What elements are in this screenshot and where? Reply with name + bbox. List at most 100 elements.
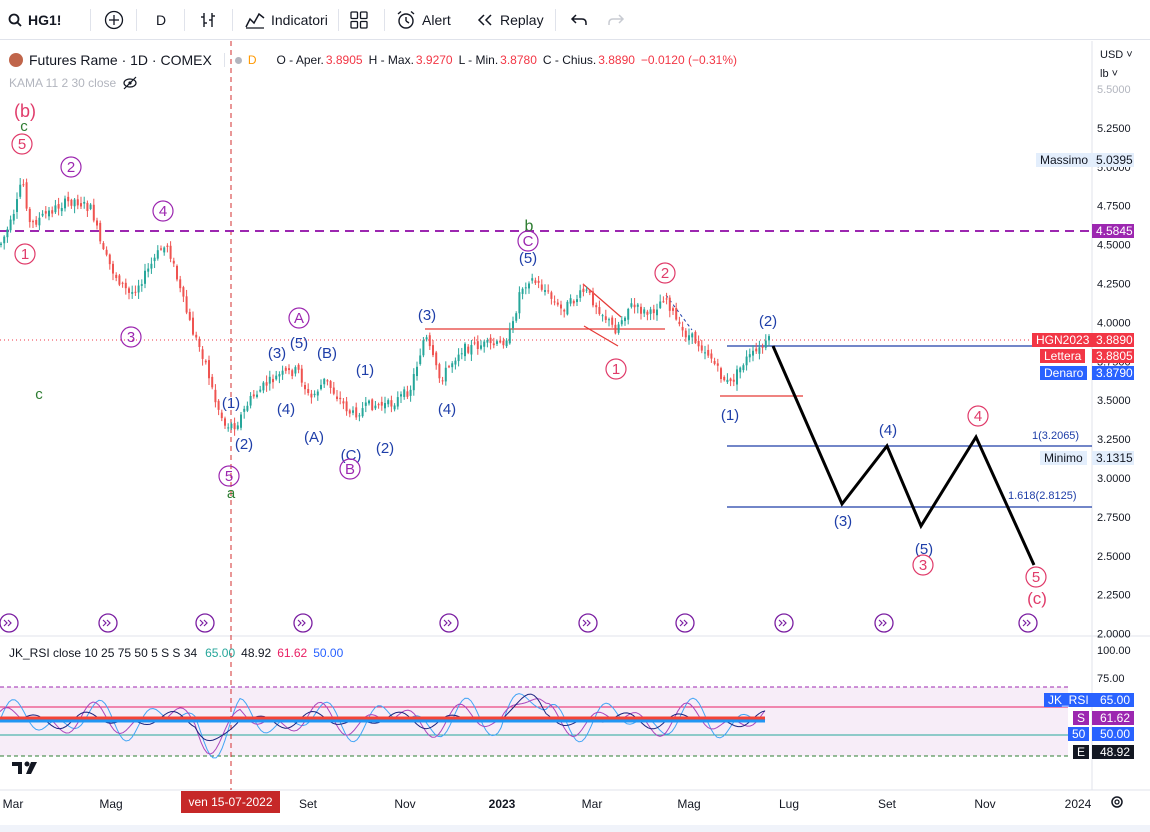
candle-body [640,306,642,314]
candle-body [569,298,572,304]
wave-circle-C: C [523,233,534,250]
candle-body [675,307,678,320]
price-tick-label: 2.5000 [1097,551,1131,563]
rsi-value-2: 48.92 [241,646,272,660]
candle-body [80,203,82,207]
undo-icon [570,14,587,25]
candle-body [16,199,18,213]
candle-body [486,340,489,343]
templates-grid-icon [350,11,368,29]
event-marker-icon[interactable] [578,613,598,633]
wave-paren-4c: (4) [879,422,897,439]
low-value: 3.8780 [500,53,537,67]
time-tick-label: Nov [394,797,416,811]
indicators-icon [245,12,265,29]
event-marker-icon[interactable] [1018,613,1038,633]
undo-button[interactable] [570,0,588,40]
candle-body [118,275,121,285]
symbol-search[interactable]: HG1! [8,0,61,40]
candle-body [435,352,438,366]
rsi-value-4: 50.00 [313,646,344,660]
candle-body [230,423,233,429]
candle-body [425,337,428,340]
candle-body [172,260,175,264]
candle-body [259,389,262,392]
wave-paren-4b: (4) [438,401,456,418]
candle-body [582,288,585,293]
rsi-value-1: 65.00 [205,646,236,660]
candle-body [140,284,143,286]
candle-body [624,317,626,322]
candle-body [150,263,153,269]
search-icon [8,13,22,27]
time-tick-label: Mag [677,797,701,811]
change-value: −0.0120 (−0.31%) [640,53,737,67]
event-marker-icon[interactable] [293,613,313,633]
replay-button[interactable]: Replay [476,0,544,40]
event-marker-icon[interactable] [0,613,19,633]
candle-body [214,389,217,403]
event-marker-icon[interactable] [675,613,695,633]
interval-button[interactable]: D [156,0,166,40]
high-value: 3.9270 [415,53,453,67]
candle-body [316,391,319,396]
redo-button[interactable] [607,0,625,40]
candle-body [592,291,594,306]
currency-selector[interactable]: USD ˅ [1100,49,1133,61]
layouts-button[interactable] [350,0,368,40]
candle-body [764,340,767,348]
event-marker-icon[interactable] [439,613,459,633]
candle-body [678,321,681,325]
indicators-button[interactable]: Indicatori [245,0,328,40]
event-marker-icon[interactable] [874,613,894,633]
compare-button[interactable] [104,0,124,40]
candle-body [502,340,505,346]
candle-body [595,305,598,308]
candle-body [579,290,582,298]
candle-body [124,282,127,289]
candle-body [544,290,546,292]
candle-body [265,382,268,386]
candle-body [604,316,607,320]
high-label: H - Max. [368,53,414,67]
time-tick-label: Set [877,797,897,811]
candle-body [364,402,367,406]
rsi-tick-label: 75.00 [1097,673,1125,685]
event-marker-icon[interactable] [98,613,118,633]
candle-body [310,393,313,398]
candle-body [524,287,527,289]
candle-body [412,374,415,391]
alert-button[interactable]: Alert [396,0,451,40]
candle-body [297,364,300,370]
wave-paren-4: (4) [277,401,295,418]
candle-body [262,382,265,391]
eye-hidden-icon[interactable] [122,76,138,90]
candle-body [217,400,220,410]
candle-body [390,400,393,407]
price-tick-label: 3.0000 [1097,473,1131,485]
candle-body [691,333,694,338]
rsi-e-value: 48.92 [1092,745,1134,759]
candle-body [505,340,508,347]
event-marker-icon[interactable] [774,613,794,633]
candle-body [547,290,550,292]
candle-body [35,219,38,225]
candle-body [419,355,422,365]
event-marker-icon[interactable] [195,613,215,633]
unit-selector[interactable]: lb ˅ [1100,68,1119,80]
candle-body [204,360,207,363]
candle-body [92,204,95,221]
candle-body [54,205,57,213]
bottom-panel-strip [0,825,1150,832]
time-tick-label: 2024 [1064,797,1092,811]
candle-body [268,376,271,384]
kama-legend[interactable]: KAMA 11 2 30 close [9,76,138,90]
rsi-axis[interactable]: 100.00 75.00 [1097,645,1131,685]
wave-paren-1: (1) [222,395,240,412]
candle-body [275,375,278,380]
settings-button[interactable] [1109,794,1125,815]
wave-paren-5c: (5) [915,541,933,558]
candle-body [726,379,729,383]
chart-type-button[interactable] [199,0,217,40]
